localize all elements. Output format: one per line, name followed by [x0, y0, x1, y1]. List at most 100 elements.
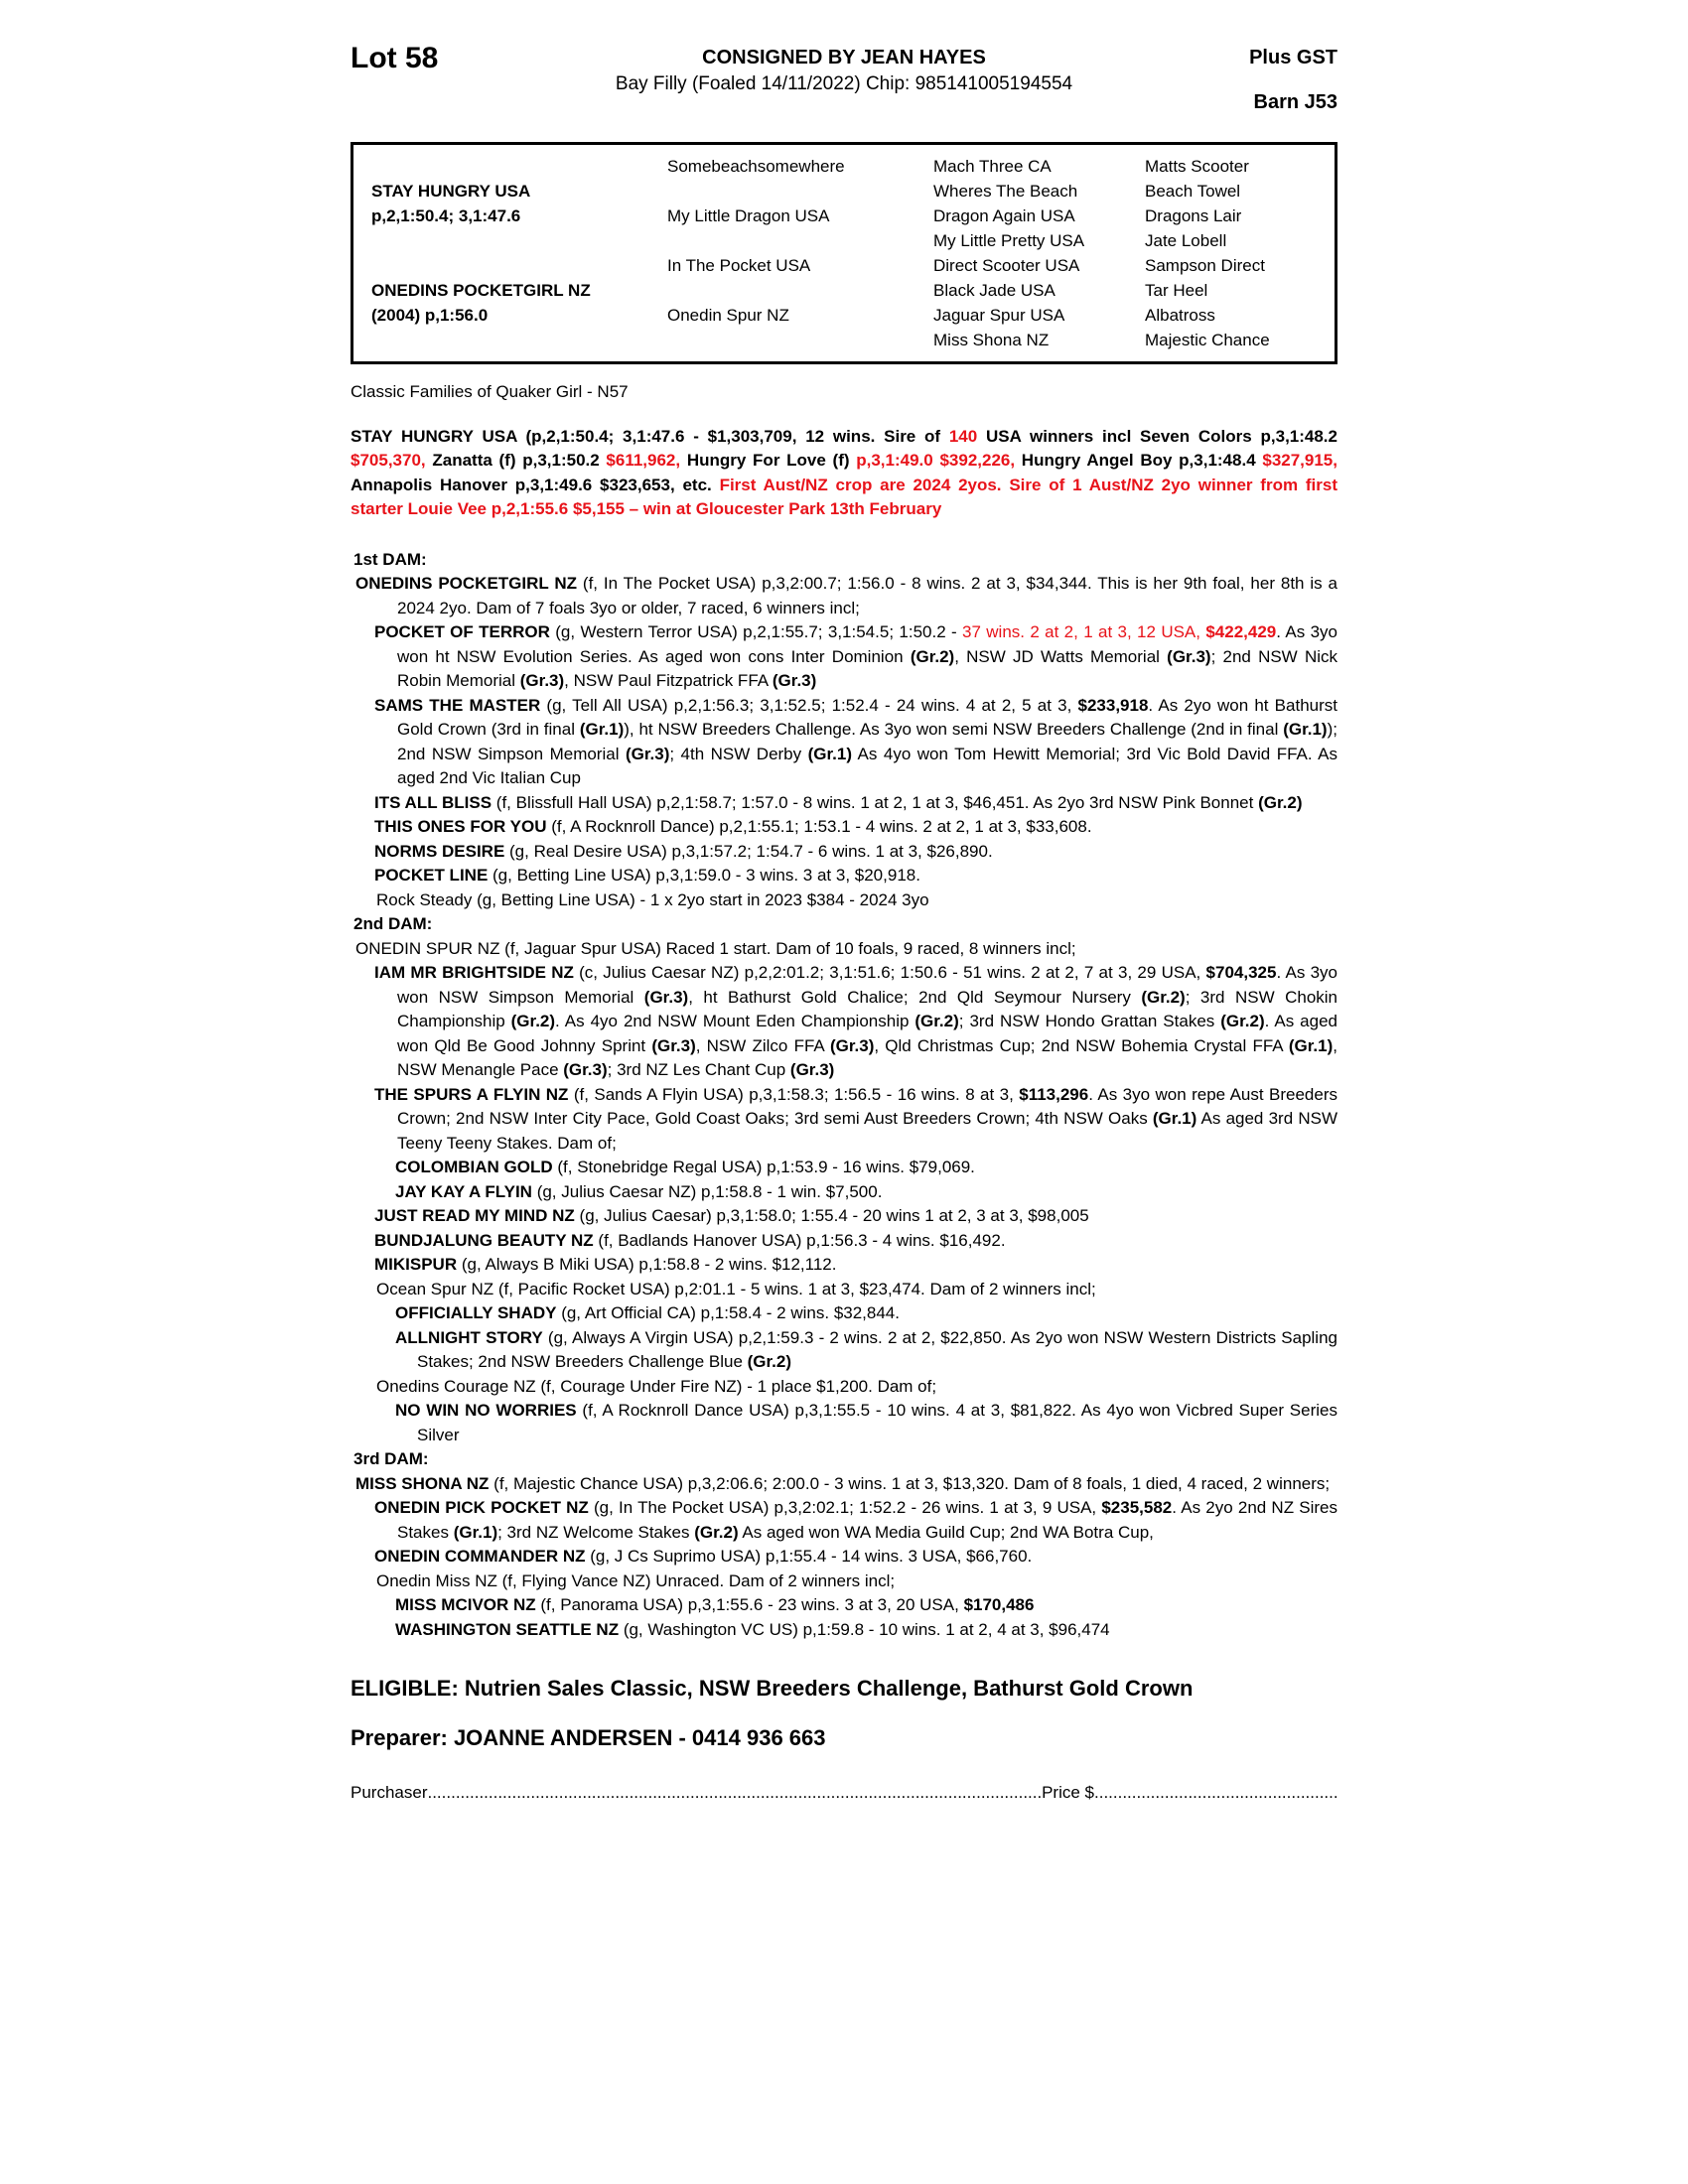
text-segment: First Aust/NZ crop are 2024 2yos. Sire o…: [351, 475, 1337, 519]
pedigree-row: In The Pocket USA Direct Scooter USA Samps…: [371, 253, 1335, 278]
pedigree-cell: Dragons Lair: [1145, 206, 1242, 225]
text-segment: BUNDJALUNG BEAUTY NZ: [374, 1230, 594, 1250]
text-segment: (Gr.3): [829, 1035, 875, 1055]
pedigree-cell: Wheres The Beach: [933, 182, 1078, 201]
text-segment: MIKISPUR: [374, 1255, 458, 1274]
text-segment: , NSW Menangle Pace: [397, 1035, 1337, 1080]
text-segment: POCKET OF TERROR: [374, 622, 550, 641]
text-segment: (g, Real Desire USA) p,3,1:57.2; 1:54.7 …: [504, 841, 993, 861]
text-segment: (Gr.3): [625, 744, 670, 763]
dam3-heading: 3rd DAM:: [351, 1447, 1337, 1472]
text-segment: $704,325: [1205, 963, 1277, 982]
progeny-rock-steady: Rock Steady (g, Betting Line USA) - 1 x …: [351, 888, 1337, 913]
text-segment: ; 2nd NSW Nick Robin Memorial: [397, 646, 1337, 691]
pedigree-cell: Matts Scooter: [1145, 157, 1249, 176]
text-segment: As 4yo won Tom Hewitt Memorial; 3rd Vic …: [397, 744, 1337, 788]
text-segment: $611,962,: [606, 451, 681, 470]
text-segment: ALLNIGHT STORY: [395, 1327, 543, 1347]
text-segment: (Gr.1): [1288, 1035, 1334, 1055]
text-segment: . As 3yo won NSW Simpson Memorial: [397, 963, 1337, 1007]
text-segment: (Gr.2): [914, 1012, 959, 1030]
progeny-colombian-gold: COLOMBIAN GOLD (f, Stonebridge Regal USA…: [351, 1156, 1337, 1180]
text-segment: ONEDIN SPUR NZ (f, Jaguar Spur USA) Race…: [355, 938, 1076, 958]
text-segment: Classic Families of Quaker Girl - N57: [351, 382, 629, 401]
progeny-onedin-pick-pocket: ONEDIN PICK POCKET NZ (g, In The Pocket …: [351, 1496, 1337, 1545]
progeny-onedin-commander: ONEDIN COMMANDER NZ (g, J Cs Suprimo USA…: [351, 1545, 1337, 1570]
text-segment: 2nd DAM:: [353, 914, 433, 933]
text-segment: $422,429: [1205, 622, 1277, 641]
purchaser-label: Purchaser: [351, 1783, 428, 1802]
pedigree-cell: p,2,1:50.4; 3,1:47.6: [371, 206, 521, 225]
pedigree-table: Somebeachsomewhere Mach Three CA Matts Sco…: [351, 142, 1337, 364]
text-segment: , NSW Zilco FFA: [695, 1035, 830, 1055]
price-dotted-line: ........................................…: [1094, 1783, 1337, 1802]
text-segment: (Gr.2): [910, 646, 955, 666]
text-segment: . As 4yo 2nd NSW Mount Eden Championship: [555, 1012, 915, 1030]
text-segment: ; 4th NSW Derby: [669, 744, 808, 763]
pedigree-cell: Dragon Again USA: [933, 206, 1075, 225]
text-segment: NORMS DESIRE: [374, 841, 505, 861]
text-segment: (g, Julius Caesar NZ) p,1:58.8 - 1 win. …: [531, 1181, 883, 1201]
text-segment: (Gr.1): [1152, 1109, 1197, 1128]
purchaser-line: Purchaser ..............................…: [351, 1781, 1337, 1805]
pedigree-cell: Mach Three CA: [933, 157, 1052, 176]
text-segment: (g, Western Terror USA) p,2,1:55.7; 3,1:…: [549, 622, 963, 641]
text-segment: WASHINGTON SEATTLE NZ: [395, 1619, 620, 1639]
text-segment: (f, Majestic Chance USA) p,3,2:06.6; 2:0…: [489, 1473, 1331, 1493]
pedigree-cell: Sampson Direct: [1145, 256, 1265, 275]
text-segment: Hungry Angel Boy p,3,1:48.4: [1015, 451, 1263, 470]
text-segment: (f, Blissfull Hall USA) p,2,1:58.7; 1:57…: [492, 792, 1259, 812]
pedigree-cell: [667, 278, 933, 303]
text-segment: OFFICIALLY SHADY: [395, 1303, 557, 1322]
progeny-norms-desire: NORMS DESIRE (g, Real Desire USA) p,3,1:…: [351, 840, 1337, 865]
text-segment: . As aged won Qld Be Good Johnny Sprint: [397, 1012, 1337, 1055]
text-segment: (g, Art Official CA) p,1:58.4 - 2 wins. …: [556, 1303, 900, 1322]
page-header: Lot 58 CONSIGNED BY JEAN HAYES Bay Filly…: [351, 44, 1337, 114]
text-segment: (Gr.1): [453, 1522, 498, 1542]
text-segment: STAY HUNGRY USA (p,2,1:50.4; 3,1:47.6 - …: [351, 426, 949, 446]
text-segment: 140: [948, 426, 978, 446]
text-segment: $327,915,: [1262, 451, 1337, 470]
text-segment: (f, A Rocknroll Dance) p,2,1:55.1; 1:53.…: [546, 817, 1092, 836]
text-segment: . As 2yo won ht Bathurst Gold Crown (3rd…: [397, 695, 1337, 740]
text-segment: MISS MCIVOR NZ: [395, 1595, 536, 1614]
progeny-bundjalung-beauty: BUNDJALUNG BEAUTY NZ (f, Badlands Hanove…: [351, 1229, 1337, 1254]
progeny-just-read-my-mind: JUST READ MY MIND NZ (g, Julius Caesar) …: [351, 1204, 1337, 1229]
text-segment: JUST READ MY MIND NZ: [374, 1206, 575, 1225]
progeny-no-win-no-worries: NO WIN NO WORRIES (f, A Rocknroll Dance …: [351, 1399, 1337, 1447]
pedigree-row: Somebeachsomewhere Mach Three CA Matts Sco…: [371, 154, 1335, 179]
text-segment: Onedins Courage NZ (f, Courage Under Fir…: [376, 1376, 937, 1396]
pedigree-cell: STAY HUNGRY USA: [371, 182, 531, 201]
pedigree-cell: My Little Dragon USA: [667, 206, 830, 225]
text-segment: (g, In The Pocket USA) p,3,2:02.1; 1:52.…: [588, 1498, 1102, 1517]
text-segment: (g, Always A Virgin USA) p,2,1:59.3 - 2 …: [417, 1327, 1337, 1372]
progeny-onedin-miss: Onedin Miss NZ (f, Flying Vance NZ) Unra…: [351, 1570, 1337, 1594]
text-segment: THE SPURS A FLYIN NZ: [374, 1084, 569, 1104]
text-segment: SAMS THE MASTER: [374, 695, 541, 715]
text-segment: MISS SHONA NZ: [355, 1473, 490, 1493]
purchaser-dotted-line: ........................................…: [427, 1783, 1043, 1802]
pedigree-cell: Somebeachsomewhere: [667, 157, 845, 176]
text-segment: , ht Bathurst Gold Chalice; 2nd Qld Seym…: [688, 987, 1142, 1007]
text-segment: Onedin Miss NZ (f, Flying Vance NZ) Unra…: [376, 1570, 896, 1590]
text-segment: . As 2yo 2nd NZ Sires Stakes: [397, 1498, 1338, 1542]
pedigree-cell: [371, 154, 667, 179]
pedigree-cell: Beach Towel: [1145, 182, 1241, 201]
text-segment: Zanatta (f) p,3,1:50.2: [425, 451, 607, 470]
foal-info-line: Bay Filly (Foaled 14/11/2022) Chip: 9851…: [615, 73, 1073, 94]
pedigree-row: (2004) p,1:56.0 Onedin Spur NZ Jaguar Spur…: [371, 303, 1335, 328]
text-segment: As aged 3rd NSW Teeny Teeny Stakes. Dam …: [397, 1109, 1337, 1153]
text-segment: ONEDINS POCKETGIRL NZ: [355, 574, 578, 593]
text-segment: (f, Stonebridge Regal USA) p,1:53.9 - 16…: [552, 1158, 975, 1176]
text-segment: (g, J Cs Suprimo USA) p,1:55.4 - 14 wins…: [585, 1547, 1033, 1566]
text-segment: (f, In The Pocket USA) p,3,2:00.7; 1:56.…: [397, 574, 1337, 617]
preparer-line: Preparer: JOANNE ANDERSEN - 0414 936 663: [351, 1725, 826, 1750]
pedigree-cell: Tar Heel: [1145, 281, 1208, 300]
price-label: Price $: [1042, 1783, 1094, 1802]
pedigree-cell: (2004) p,1:56.0: [371, 306, 489, 325]
text-segment: $233,918: [1077, 695, 1149, 715]
pedigree-cell: [667, 328, 933, 352]
text-segment: ; 3rd NSW Hondo Grattan Stakes: [958, 1012, 1221, 1030]
pedigree-row: ONEDINS POCKETGIRL NZ Black Jade USA Tar H…: [371, 278, 1335, 303]
pedigree-cell: Jate Lobell: [1145, 231, 1227, 250]
